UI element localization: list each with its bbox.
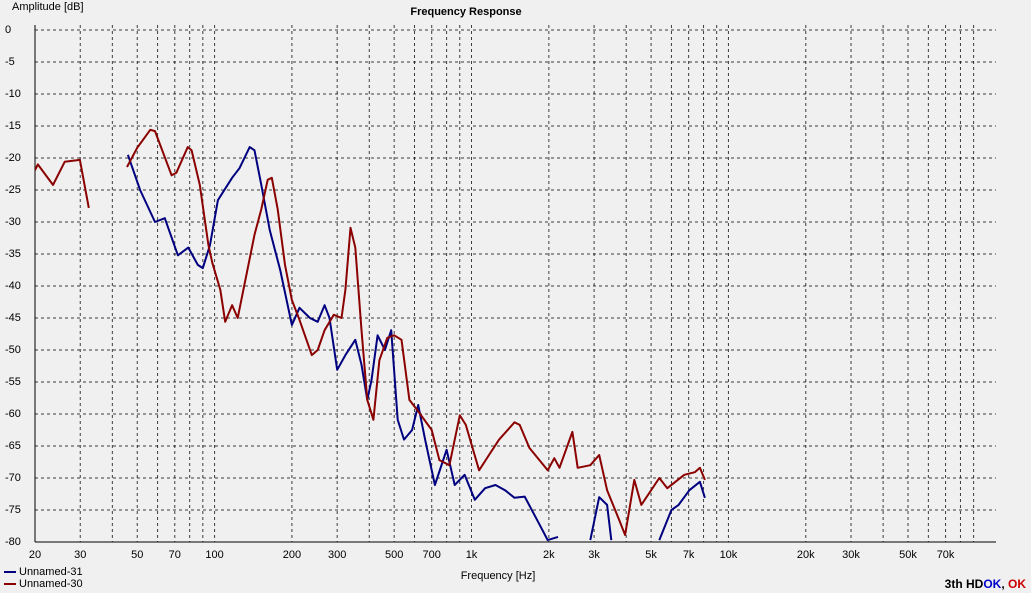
x-tick-label: 10k <box>720 549 738 561</box>
x-tick-label: 500 <box>385 549 403 561</box>
x-tick-label: 5k <box>645 549 657 561</box>
y-tick-label: -35 <box>5 248 21 260</box>
x-tick-label: 20 <box>29 549 41 561</box>
status-prefix: 3th HD <box>945 577 984 591</box>
y-tick-label: 0 <box>5 24 11 36</box>
x-tick-label: 30 <box>74 549 86 561</box>
x-tick-label: 50 <box>131 549 143 561</box>
status-first: OK <box>983 577 1001 591</box>
y-tick-label: -30 <box>5 216 21 228</box>
x-tick-label: 70k <box>937 549 955 561</box>
y-tick-label: -65 <box>5 440 21 452</box>
y-tick-label: -15 <box>5 120 21 132</box>
y-tick-label: -60 <box>5 408 21 420</box>
status: 3th HDOK, OK <box>945 577 1027 591</box>
y-axis-label: Amplitude [dB] <box>12 1 84 13</box>
chart-title: Frequency Response <box>410 6 521 18</box>
x-axis-label: Frequency [Hz] <box>461 570 536 582</box>
y-tick-label: -5 <box>5 56 15 68</box>
y-tick-label: -10 <box>5 88 21 100</box>
x-tick-label: 50k <box>899 549 917 561</box>
y-tick-label: -45 <box>5 312 21 324</box>
status-separator: , <box>1001 577 1008 591</box>
y-tick-label: -80 <box>5 536 21 548</box>
x-tick-label: 700 <box>423 549 441 561</box>
y-tick-label: -25 <box>5 184 21 196</box>
plot-area <box>35 128 706 542</box>
x-tick-label: 20k <box>797 549 815 561</box>
x-tick-label: 30k <box>842 549 860 561</box>
y-tick-label: -50 <box>5 344 21 356</box>
x-tick-label: 7k <box>683 549 695 561</box>
y-tick-label: -40 <box>5 280 21 292</box>
y-tick-label: -55 <box>5 376 21 388</box>
x-tick-label: 70 <box>169 549 181 561</box>
x-tick-label: 100 <box>205 549 223 561</box>
status-second: OK <box>1008 577 1026 591</box>
legend-label: Unnamed-30 <box>19 578 83 590</box>
legend-label: Unnamed-31 <box>19 566 83 578</box>
x-tick-label: 1k <box>466 549 478 561</box>
series-line <box>35 128 706 536</box>
x-tick-label: 300 <box>328 549 346 561</box>
x-tick-label: 3k <box>588 549 600 561</box>
y-tick-label: -75 <box>5 504 21 516</box>
x-tick-label: 2k <box>543 549 555 561</box>
x-tick-label: 200 <box>283 549 301 561</box>
y-tick-label: -70 <box>5 472 21 484</box>
series-line <box>126 146 706 542</box>
y-tick-label: -20 <box>5 152 21 164</box>
